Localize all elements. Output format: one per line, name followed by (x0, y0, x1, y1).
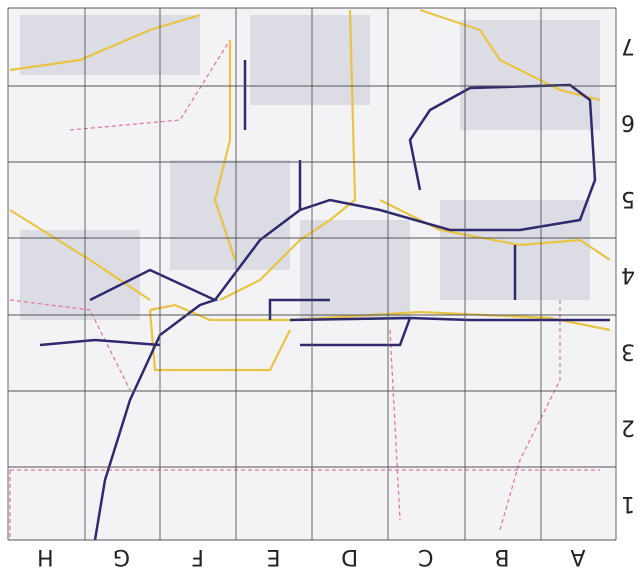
grid (7, 7, 617, 541)
column-label: H (37, 544, 54, 569)
column-label: A (570, 544, 585, 569)
column-label: E (267, 544, 281, 569)
row-label: 3 (621, 338, 635, 363)
row-label: 1 (621, 491, 635, 516)
column-label: C (418, 544, 433, 569)
column-label: D (341, 544, 358, 569)
row-label: 5 (621, 186, 635, 211)
grid-labels: A B C D E F G H 1 2 3 4 5 6 7 (37, 33, 635, 569)
column-label: G (113, 544, 130, 569)
row-label: 2 (621, 415, 635, 440)
column-label: F (191, 544, 204, 569)
row-label: 6 (621, 110, 635, 135)
column-label: B (494, 544, 509, 569)
bus-routes (39, 60, 610, 541)
row-label: 4 (621, 262, 635, 287)
row-label: 7 (621, 33, 635, 58)
